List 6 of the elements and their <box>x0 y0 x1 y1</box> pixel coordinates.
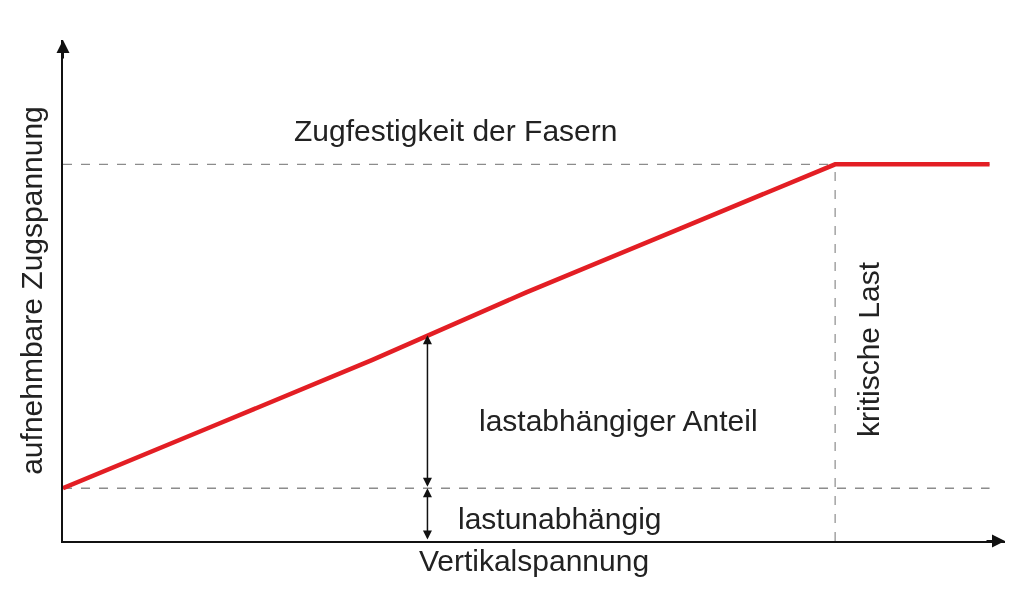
annotation: kritische Last <box>852 261 886 438</box>
ref-line-label: Zugfestigkeit der Fasern <box>294 114 618 147</box>
y-axis-title: aufnehmbare Zugspannung <box>14 106 48 475</box>
ref-line-label: lastunabhängig <box>458 502 662 535</box>
annotation: lastabhängiger Anteil <box>479 404 758 437</box>
x-axis-title: Vertikalspannung <box>418 544 650 577</box>
